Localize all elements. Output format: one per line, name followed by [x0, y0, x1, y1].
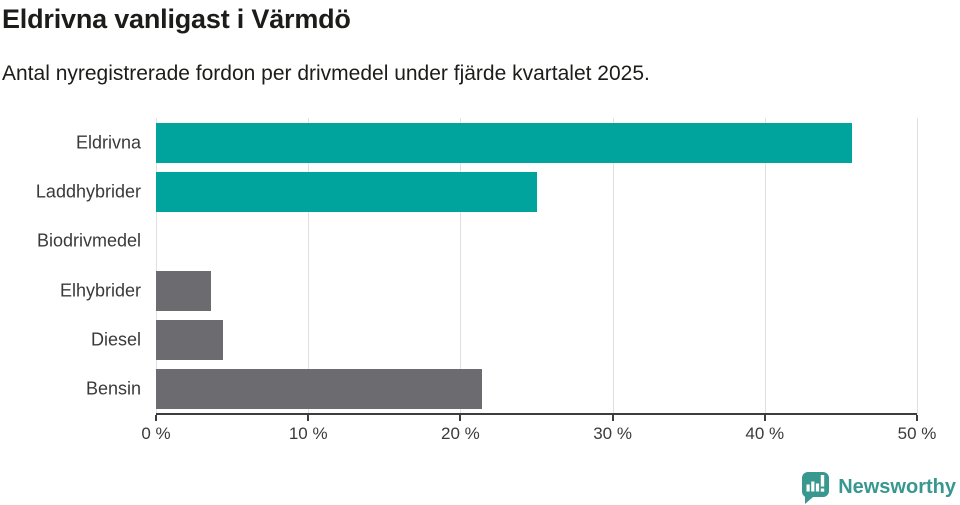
x-tick-label-40: 40 %	[745, 424, 785, 443]
gridline-40	[764, 118, 766, 414]
x-tick-label-20: 20 %	[441, 424, 480, 443]
plot-area: Eldrivna Laddhybrider Biodrivmedel Elhybrid…	[36, 118, 918, 414]
chart-subtitle: Antal nyregistrerade fordon per drivmede…	[2, 62, 650, 85]
gridline-20	[460, 118, 462, 414]
x-tick-40	[763, 415, 766, 421]
bar-row: Bensin	[86, 365, 917, 414]
brand-name: Newsworthy	[838, 476, 956, 498]
x-axis-line: 0 % 10 % 20 % 30 % 40 % 50 %	[141, 413, 936, 443]
bar-row: Eldrivna	[76, 118, 917, 167]
category-label: Bensin	[85, 378, 141, 399]
x-tick-10	[307, 415, 310, 421]
newsworthy-logo-icon	[800, 471, 830, 504]
category-label: Laddhybrider	[35, 181, 141, 202]
bar	[156, 369, 482, 410]
x-tick-label-30: 30 %	[593, 424, 632, 443]
gridline-0	[156, 118, 157, 414]
bar	[156, 270, 211, 311]
category-label: Diesel	[90, 329, 141, 350]
gridline-50	[917, 118, 918, 414]
bar-rows: Eldrivna Laddhybrider Biodrivmedel Elhybrid…	[36, 118, 917, 414]
x-tick-30	[611, 415, 614, 421]
category-label: Elhybrider	[59, 280, 141, 301]
x-tick-0	[155, 415, 157, 421]
bar	[156, 319, 223, 360]
x-tick-50	[916, 415, 918, 421]
category-label: Biodrivmedel	[36, 230, 141, 251]
bar-row: Diesel	[91, 315, 917, 364]
bar-row: Elhybrider	[60, 266, 917, 315]
bar-row: Biodrivmedel	[37, 217, 917, 266]
category-label: Eldrivna	[75, 132, 141, 153]
gridline-10	[308, 118, 310, 414]
x-tick-20	[459, 415, 462, 421]
x-tick-label-0: 0 %	[141, 424, 171, 443]
bar	[156, 171, 537, 212]
bar-row: Laddhybrider	[36, 167, 917, 216]
gridline-30	[612, 118, 614, 414]
brand-footer: Newsworthy	[800, 471, 956, 504]
bar	[156, 122, 852, 163]
x-tick-label-10: 10 %	[288, 424, 328, 443]
chart-title: Eldrivna vanligast i Värmdö	[2, 4, 351, 34]
x-tick-label-50: 50 %	[897, 424, 937, 443]
